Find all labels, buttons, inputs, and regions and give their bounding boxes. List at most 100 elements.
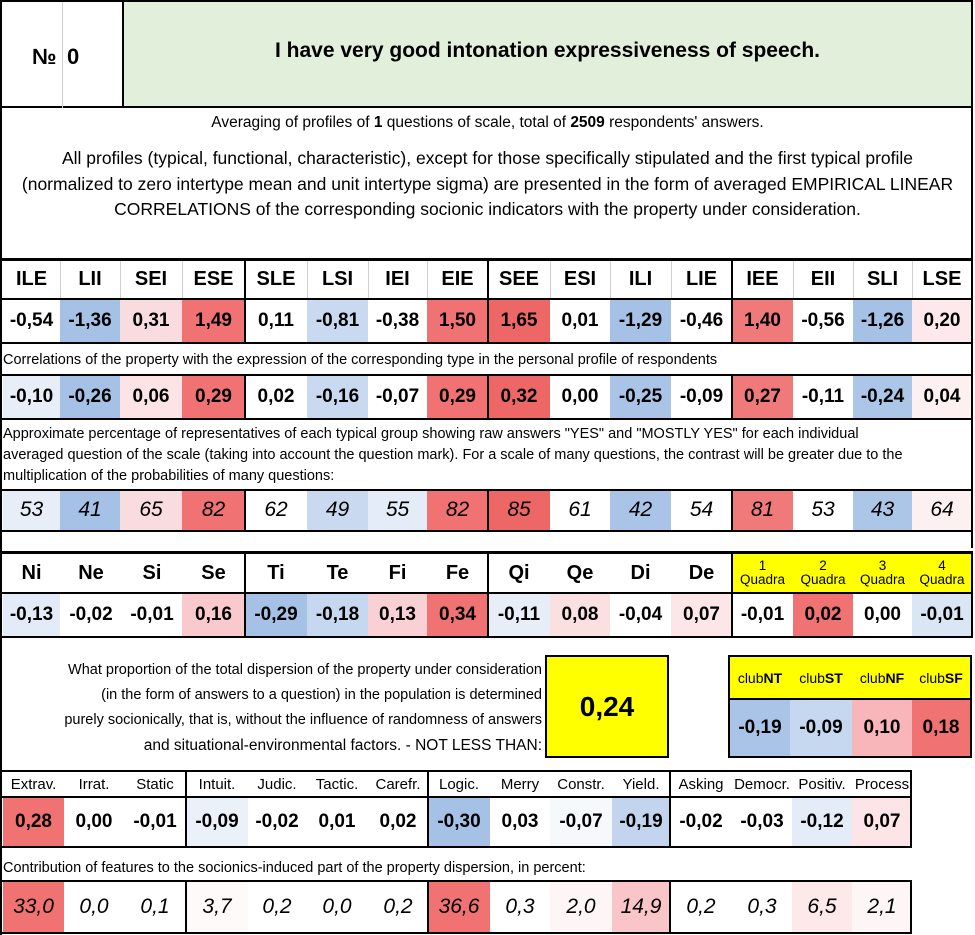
function-value: 0,34 bbox=[427, 594, 488, 636]
quadra-value: -0,01 bbox=[732, 594, 793, 636]
feature-header: Carefr. bbox=[375, 775, 421, 793]
number-label: № bbox=[32, 44, 57, 69]
grid-line bbox=[728, 756, 972, 758]
type-normalized-value: -0,56 bbox=[793, 300, 853, 342]
type-correlation-value: -0,07 bbox=[368, 376, 427, 418]
function-header: Si bbox=[142, 561, 162, 584]
type-normalized-value: 0,11 bbox=[245, 300, 307, 342]
function-header: Ni bbox=[21, 561, 42, 584]
type-percent-value: 62 bbox=[245, 490, 307, 530]
feature-value: 0,00 bbox=[64, 798, 124, 846]
grid-line bbox=[0, 342, 973, 344]
type-header: LIE bbox=[671, 260, 732, 298]
grid-line bbox=[728, 655, 730, 758]
type-percent-value: 53 bbox=[793, 490, 853, 530]
feature-value: -0,02 bbox=[670, 798, 732, 846]
club-name: SF bbox=[944, 670, 963, 686]
type-correlation-value: -0,24 bbox=[853, 376, 912, 418]
feature-contribution: 36,6 bbox=[428, 882, 490, 932]
grid-line bbox=[0, 880, 912, 882]
grid-line bbox=[427, 880, 429, 934]
type-correlation-value: -0,10 bbox=[3, 376, 60, 418]
types-percent-note-1: Approximate percentage of representative… bbox=[3, 426, 859, 442]
type-header: SEE bbox=[488, 260, 550, 298]
club-header: club SF bbox=[912, 657, 970, 699]
function-header: Ti bbox=[267, 561, 285, 584]
type-header: IEI bbox=[368, 260, 427, 298]
feature-contribution: 2,0 bbox=[550, 882, 612, 932]
function-header: Qi bbox=[508, 561, 530, 584]
grid-line bbox=[728, 655, 972, 657]
type-header: ESI bbox=[550, 260, 610, 298]
type-percent-value: 61 bbox=[550, 490, 610, 530]
club-value: 0,10 bbox=[852, 700, 912, 756]
dispersion-value-box: 0,24 bbox=[545, 655, 669, 758]
feature-value: 0,03 bbox=[490, 798, 550, 846]
quadra-label: Quadra bbox=[800, 572, 846, 587]
type-correlation-value: -0,16 bbox=[307, 376, 368, 418]
grid-line bbox=[0, 298, 973, 300]
quadra-header: 1 Quadra bbox=[732, 554, 793, 592]
feature-header: Intuit. bbox=[198, 775, 236, 793]
feature-value: -0,30 bbox=[428, 798, 490, 846]
function-header: Se bbox=[201, 561, 226, 584]
club-value: -0,09 bbox=[790, 700, 852, 756]
type-header: IEE bbox=[732, 260, 793, 298]
feature-header: Constr. bbox=[557, 775, 605, 793]
grid-line bbox=[487, 489, 489, 532]
type-correlation-value: -0,26 bbox=[60, 376, 120, 418]
type-header: EII bbox=[793, 260, 853, 298]
summary-num-questions: 1 bbox=[373, 114, 383, 131]
grid-line bbox=[731, 258, 733, 344]
type-percent-value: 43 bbox=[853, 490, 912, 530]
function-value: -0,29 bbox=[245, 594, 307, 636]
type-normalized-value: 1,65 bbox=[488, 300, 550, 342]
type-percent-value: 85 bbox=[488, 490, 550, 530]
function-header: Ne bbox=[78, 561, 104, 584]
type-normalized-value: -0,54 bbox=[3, 300, 60, 342]
grid-line bbox=[0, 489, 973, 491]
grid-line bbox=[182, 261, 183, 298]
grid-line bbox=[487, 258, 489, 344]
summary-part1: Averaging of profiles of bbox=[211, 114, 374, 131]
grid-line bbox=[0, 770, 912, 772]
type-correlation-value: -0,09 bbox=[671, 376, 732, 418]
function-value: -0,02 bbox=[60, 594, 122, 636]
grid-line bbox=[487, 551, 489, 638]
quadra-label: Quadra bbox=[919, 572, 965, 587]
quadra-value: -0,01 bbox=[912, 594, 972, 636]
dispersion-line-2: (in the form of answers to a question) i… bbox=[101, 687, 542, 703]
type-header: ILE bbox=[3, 260, 60, 298]
type-correlation-value: -0,11 bbox=[793, 376, 853, 418]
function-value: 0,07 bbox=[671, 594, 732, 636]
club-prefix: club bbox=[919, 670, 945, 686]
dispersion-text: What proportion of the total dispersion … bbox=[40, 658, 542, 758]
feature-contribution: 0,0 bbox=[64, 882, 124, 932]
grid-line bbox=[731, 374, 733, 420]
type-correlation-value: -0,25 bbox=[610, 376, 671, 418]
type-normalized-value: 1,50 bbox=[427, 300, 488, 342]
club-prefix: club bbox=[737, 670, 764, 686]
grid-line bbox=[853, 261, 854, 298]
feature-header: Static bbox=[136, 775, 174, 793]
club-value: 0,18 bbox=[912, 700, 970, 756]
grid-line bbox=[669, 880, 671, 934]
description-text: All profiles (typical, functional, chara… bbox=[21, 148, 954, 219]
summary-part2: questions of scale, total of bbox=[382, 114, 571, 131]
contribution-note: Contribution of features to the socionic… bbox=[3, 860, 586, 876]
grid-line bbox=[971, 551, 973, 638]
dispersion-line-4: and situational-environmental factors. -… bbox=[143, 737, 542, 754]
feature-value: -0,01 bbox=[124, 798, 186, 846]
grid-line bbox=[0, 530, 973, 532]
feature-value: -0,07 bbox=[550, 798, 612, 846]
feature-value: 0,07 bbox=[852, 798, 912, 846]
club-name: NF bbox=[885, 670, 905, 686]
club-prefix: club bbox=[799, 670, 825, 686]
quadra-value: 0,02 bbox=[793, 594, 853, 636]
grid-line bbox=[550, 261, 551, 298]
type-percent-value: 55 bbox=[368, 490, 427, 530]
types-correlation-note: Correlations of the property with the ex… bbox=[3, 352, 718, 368]
